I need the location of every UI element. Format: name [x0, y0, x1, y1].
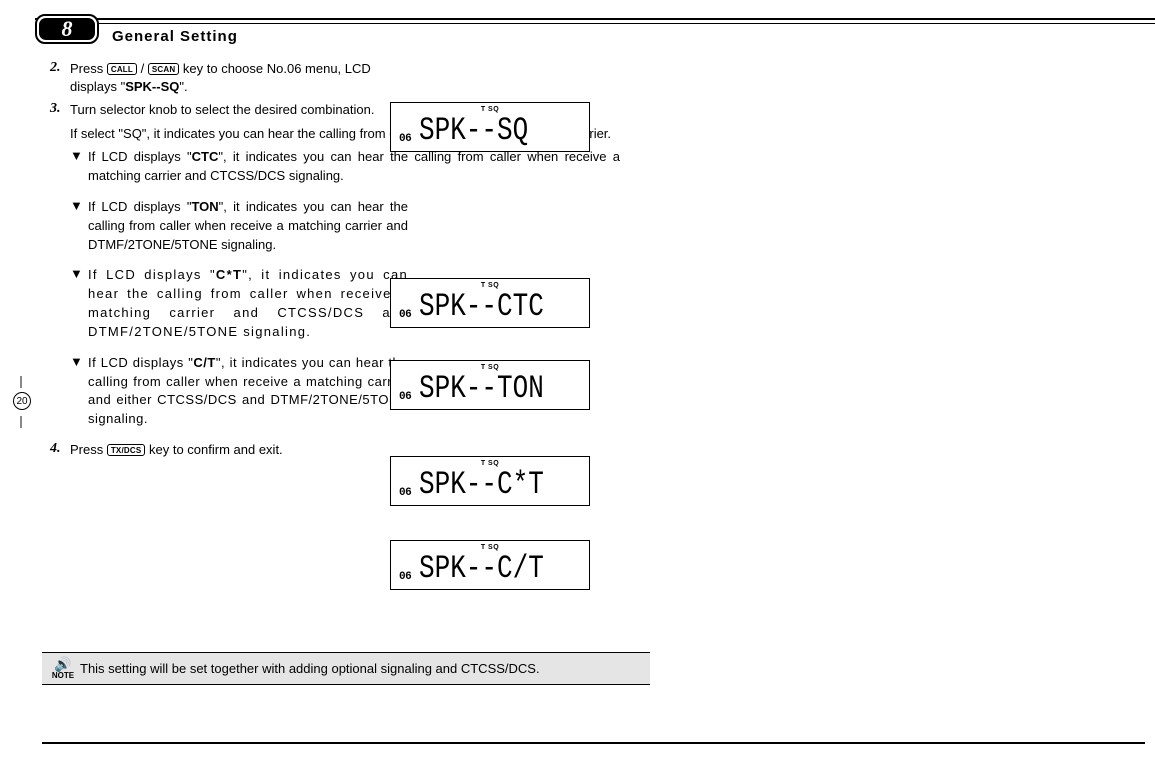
scan-key-icon: SCAN	[148, 63, 179, 75]
page-number-badge: 20	[13, 392, 31, 410]
lcd-display-spk-cstar-t: T SQ 06 SPK--C*T	[390, 456, 590, 506]
header-rule-thin	[35, 23, 1155, 24]
step-text: Turn selector knob to select the desired…	[70, 101, 390, 119]
speaker-icon: 🔊	[46, 657, 80, 671]
note-icon: 🔊 NOTE	[46, 657, 80, 680]
triangle-icon: ▼	[70, 266, 88, 341]
triangle-icon: ▼	[70, 148, 88, 186]
note-text: This setting will be set together with a…	[80, 660, 646, 678]
txdcs-key-icon: TX/DCS	[107, 444, 146, 456]
footer-rule	[42, 742, 1145, 744]
step-text: Press CALL / SCAN key to choose No.06 me…	[70, 60, 390, 95]
lcd-display-spk-c-slash-t: T SQ 06 SPK--C/T	[390, 540, 590, 590]
note-box: 🔊 NOTE This setting will be set together…	[42, 652, 650, 685]
header-rule-thick	[35, 18, 1155, 20]
chapter-badge: 8	[35, 14, 99, 52]
lcd-display-spk-sq: T SQ 06 SPK--SQ	[390, 102, 590, 152]
chapter-number: 8	[39, 18, 95, 40]
call-key-icon: CALL	[107, 63, 137, 75]
triangle-icon: ▼	[70, 354, 88, 429]
step-number: 4.	[50, 441, 70, 459]
note-label: NOTE	[52, 671, 74, 680]
lcd-display-spk-ton: T SQ 06 SPK--TON	[390, 360, 590, 410]
step-number: 3.	[50, 101, 70, 119]
section-title: General Setting	[112, 28, 238, 45]
lcd-display-spk-ctc: T SQ 06 SPK--CTC	[390, 278, 590, 328]
bullet-ton: ▼ If LCD displays "TON", it indicates yo…	[70, 198, 620, 255]
triangle-icon: ▼	[70, 198, 88, 255]
step-2: 2. Press CALL / SCAN key to choose No.06…	[50, 60, 620, 95]
step-number: 2.	[50, 60, 70, 95]
bullet-ctc: ▼ If LCD displays "CTC", it indicates yo…	[70, 148, 620, 186]
page-number: 20	[13, 392, 31, 410]
